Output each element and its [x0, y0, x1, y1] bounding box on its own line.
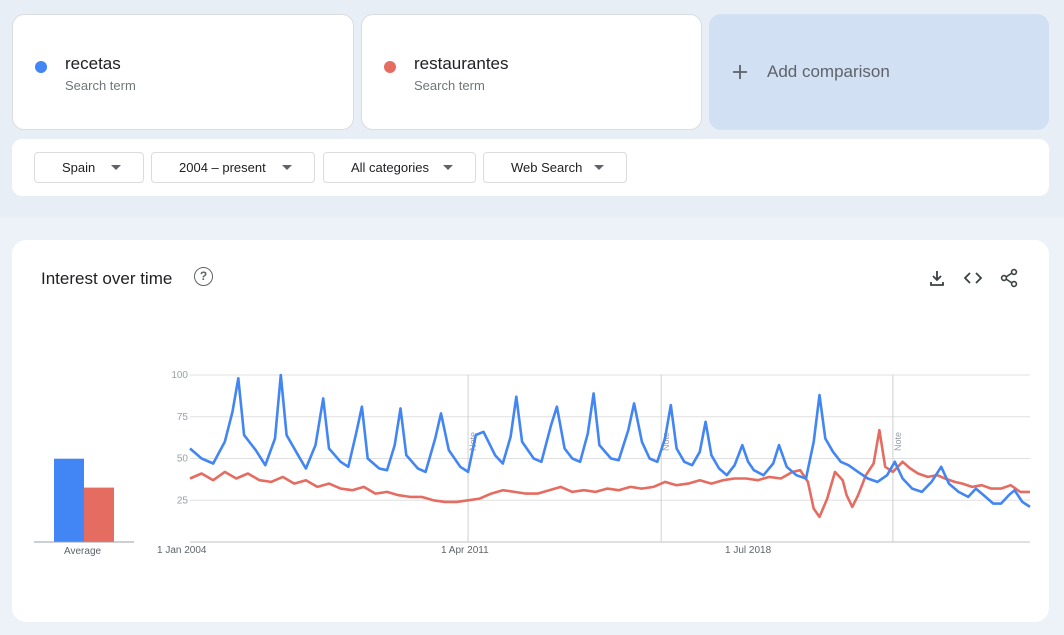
y-tick-label: 75 [177, 412, 189, 423]
average-bar-chart [34, 458, 134, 543]
term-name[interactable]: restaurantes [414, 54, 509, 73]
chevron-down-icon [594, 165, 604, 170]
category-dropdown[interactable]: All categories [323, 152, 476, 183]
download-icon[interactable] [927, 268, 947, 288]
note-marker-label: Note [468, 432, 478, 451]
x-tick-label: 1 Apr 2011 [441, 545, 489, 556]
average-label: Average [64, 546, 102, 557]
share-icon[interactable] [999, 268, 1019, 288]
time-range-dropdown[interactable]: 2004 – present [151, 152, 315, 183]
note-marker-label: Note [661, 432, 671, 451]
region-dropdown[interactable]: Spain [34, 152, 144, 183]
series-line-recetas [189, 373, 1031, 508]
chevron-down-icon [443, 165, 453, 170]
term-card-restaurantes[interactable]: restaurantes Search term [361, 14, 702, 130]
region-value: Spain [62, 160, 96, 175]
term-subtitle: Search term [414, 78, 485, 93]
series-color-dot [384, 61, 396, 73]
embed-code-icon[interactable] [963, 268, 983, 288]
series-color-dot [35, 61, 47, 73]
y-tick-label: 50 [177, 454, 189, 465]
average-bar-restaurantes [84, 487, 114, 542]
panel-title: Interest over time [41, 269, 173, 288]
search-type-dropdown[interactable]: Web Search [483, 152, 627, 183]
search-type-value: Web Search [511, 160, 583, 175]
category-value: All categories [351, 160, 430, 175]
chevron-down-icon [111, 165, 121, 170]
add-comparison-button[interactable]: Add comparison [709, 14, 1049, 130]
y-tick-label: 100 [171, 370, 188, 381]
time-range-value: 2004 – present [179, 160, 266, 175]
filter-bar: Spain 2004 – present All categories Web … [12, 139, 1049, 196]
series-line-restaurantes [189, 428, 1030, 519]
y-tick-label: 25 [177, 495, 189, 506]
note-marker-label: Note [893, 432, 903, 451]
term-name[interactable]: recetas [65, 54, 121, 73]
term-subtitle: Search term [65, 78, 136, 93]
interest-over-time-panel: Interest over time ? Average 25 50 75 100 No… [12, 240, 1049, 622]
chevron-down-icon [282, 165, 292, 170]
add-comparison-label: Add comparison [767, 62, 890, 81]
plus-icon [733, 59, 751, 85]
x-tick-label: 1 Jan 2004 [157, 545, 207, 556]
term-card-recetas[interactable]: recetas Search term [12, 14, 354, 130]
help-icon[interactable]: ? [194, 267, 213, 286]
interest-line-chart: 25 50 75 100 Note Note Note [171, 370, 1031, 543]
x-tick-label: 1 Jul 2018 [725, 545, 772, 556]
average-bar-recetas [54, 458, 84, 542]
